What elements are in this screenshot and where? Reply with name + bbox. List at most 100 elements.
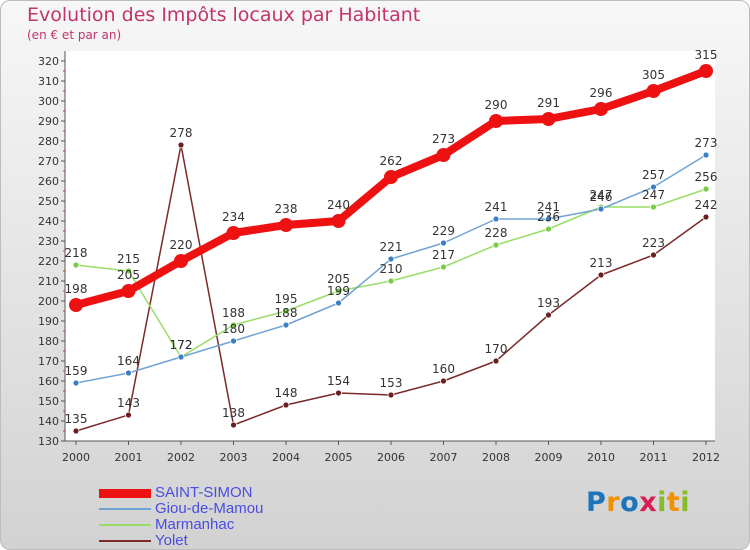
y-tick-label: 190 <box>38 315 59 328</box>
logo-letter: P <box>586 487 607 518</box>
data-point <box>125 267 132 275</box>
x-tick-label: 2008 <box>482 451 510 464</box>
data-label: 315 <box>695 48 718 62</box>
data-point <box>384 170 398 184</box>
data-label: 234 <box>222 210 245 224</box>
data-label: 305 <box>642 68 665 82</box>
data-label: 278 <box>170 126 193 140</box>
data-point <box>72 261 80 269</box>
data-label: 236 <box>537 210 560 224</box>
data-point <box>282 401 290 409</box>
data-label: 180 <box>222 322 245 336</box>
logo-letter: x <box>639 487 658 518</box>
data-label: 242 <box>695 198 718 212</box>
data-label: 135 <box>65 412 88 426</box>
data-label: 154 <box>327 374 350 388</box>
chart-series <box>69 64 713 435</box>
y-tick-label: 300 <box>38 95 59 108</box>
data-point <box>125 369 132 377</box>
data-label: 143 <box>117 396 140 410</box>
chart-axes: 130 140 150 160 170 180 190 200 210 220 230 240 250 2… <box>38 51 720 464</box>
data-point <box>387 277 395 285</box>
data-label: 213 <box>590 256 613 270</box>
x-tick-label: 2006 <box>377 451 405 464</box>
data-point <box>650 183 657 191</box>
legend-swatch <box>99 540 151 542</box>
data-point <box>702 213 710 221</box>
data-point <box>436 148 451 162</box>
y-tick-label: 310 <box>38 75 59 88</box>
logo-letter: i <box>657 487 667 518</box>
legend-swatch <box>99 489 151 498</box>
data-label: 229 <box>432 224 455 238</box>
y-tick-label: 210 <box>38 275 59 288</box>
data-label: 218 <box>65 246 88 260</box>
x-tick-label: 2005 <box>325 451 353 464</box>
data-point <box>541 112 556 126</box>
data-point <box>646 84 661 98</box>
logo-letter: o <box>620 487 640 518</box>
y-tick-label: 280 <box>38 135 59 148</box>
data-point <box>282 307 290 315</box>
logo-letter: t <box>666 487 681 518</box>
data-point <box>489 114 503 128</box>
logo-letter: r <box>606 487 621 518</box>
data-label: 240 <box>327 198 350 212</box>
y-tick-label: 270 <box>38 155 59 168</box>
proxiti-logo: Proxiti <box>586 487 690 521</box>
data-label: 241 <box>537 200 560 214</box>
data-label: 273 <box>432 132 455 146</box>
data-label: 205 <box>327 272 350 286</box>
data-point <box>331 214 346 228</box>
legend-label: Giou-de-Mamou <box>155 500 264 517</box>
data-label: 221 <box>380 240 403 254</box>
data-label: 159 <box>65 364 88 378</box>
y-tick-label: 200 <box>38 295 59 308</box>
x-tick-label: 2010 <box>587 451 615 464</box>
data-point <box>177 141 185 149</box>
data-point <box>650 251 657 259</box>
y-tick-label: 290 <box>38 115 59 128</box>
data-label: 273 <box>695 136 718 150</box>
data-point <box>335 287 342 295</box>
data-label: 153 <box>380 376 403 390</box>
data-point <box>492 215 500 223</box>
y-tick-label: 170 <box>38 355 59 368</box>
data-label: 198 <box>65 282 88 296</box>
data-label: 148 <box>275 386 298 400</box>
data-label: 238 <box>275 202 298 216</box>
data-point <box>335 389 342 397</box>
data-label: 172 <box>170 338 193 352</box>
chart-title: Evolution des Impôts locaux par Habitant <box>27 4 421 26</box>
x-tick-label: 2002 <box>167 451 195 464</box>
data-point <box>72 427 80 435</box>
data-label: 215 <box>117 252 140 266</box>
data-label: 257 <box>642 168 665 182</box>
y-tick-label: 240 <box>38 215 59 228</box>
plot-background <box>65 51 715 441</box>
data-label: 247 <box>642 188 665 202</box>
data-point <box>387 391 395 399</box>
y-tick-label: 130 <box>38 435 59 448</box>
legend-label: Yolet <box>155 532 188 549</box>
x-tick-label: 2012 <box>692 451 720 464</box>
data-point <box>545 215 552 223</box>
data-label: 217 <box>432 248 455 262</box>
y-tick-label: 260 <box>38 175 59 188</box>
legend-swatch <box>99 524 151 526</box>
legend-label: Marmanhac <box>155 516 235 533</box>
data-label: 188 <box>275 306 298 320</box>
data-point <box>440 263 447 271</box>
data-point <box>177 353 185 361</box>
data-point <box>594 102 608 116</box>
data-point <box>702 185 710 193</box>
x-tick-label: 2003 <box>220 451 248 464</box>
data-label: 296 <box>590 86 613 100</box>
data-point <box>699 64 713 78</box>
data-label: 220 <box>170 238 193 252</box>
plot-area <box>65 51 715 441</box>
data-label: 228 <box>485 226 508 240</box>
data-label: 170 <box>485 342 508 356</box>
